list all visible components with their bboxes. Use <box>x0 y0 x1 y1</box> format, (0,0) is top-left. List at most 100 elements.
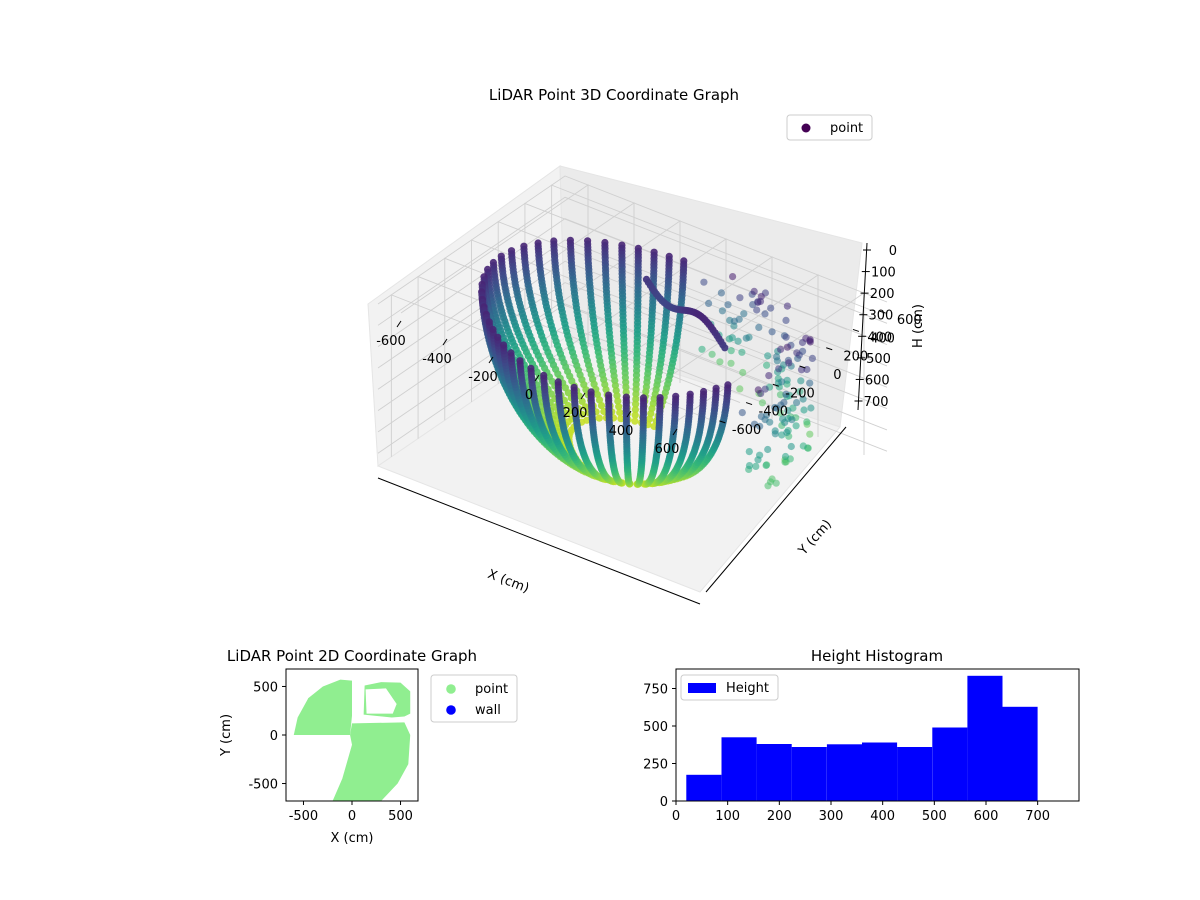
chart3d-point <box>806 430 814 438</box>
chart3d-point <box>776 391 785 399</box>
chart3d-point <box>758 399 767 407</box>
chart3d-point <box>705 299 713 307</box>
chart3d-point <box>761 385 769 393</box>
chart3d-point <box>807 404 815 412</box>
chart3d-z-tick-label-6: 600 <box>865 373 890 388</box>
chart3d-point <box>765 372 773 380</box>
chart3d-point <box>767 304 775 312</box>
chart2d-x-tick-label-2: 500 <box>388 809 413 824</box>
chart3d-point <box>570 383 578 391</box>
hist-x-tick-label-5: 500 <box>922 809 947 824</box>
chart3d-x-tick-mark-3 <box>534 374 540 382</box>
chart2d-title: LiDAR Point 2D Coordinate Graph <box>227 647 477 665</box>
chart3d-z-tick-label-1: 100 <box>871 266 896 281</box>
chart3d-point <box>578 397 586 405</box>
chart3d-legend: point <box>786 114 873 141</box>
chart3d-z-axis-line <box>857 242 868 411</box>
chart3d-point <box>757 412 766 421</box>
chart3d-point <box>615 403 623 411</box>
chart3d-point-cloud <box>478 236 817 490</box>
chart3d-point <box>595 414 603 422</box>
chart3d-z-label: H (cm) <box>911 304 926 348</box>
chart-3d: LiDAR Point 3D Coordinate Graph -600 -400… <box>367 86 926 605</box>
hist-legend-frame <box>680 674 779 701</box>
chart3d-z-tick-label-7: 700 <box>864 395 889 410</box>
chart3d-legend-frame <box>786 114 873 141</box>
chart3d-point <box>597 402 606 410</box>
chart2d-legend-marker-point <box>446 684 456 694</box>
chart3d-z-ticks: 0 100 200 300 400 500 600 700 <box>854 244 897 410</box>
chart3d-gridlines <box>377 175 888 457</box>
chart3d-point <box>745 462 754 470</box>
chart3d-point <box>647 410 655 418</box>
chart3d-point <box>771 430 779 438</box>
chart3d-point <box>788 416 796 424</box>
chart3d-point <box>787 442 795 451</box>
chart3d-point <box>793 399 801 407</box>
hist-x-tick-label-4: 400 <box>870 809 895 824</box>
chart3d-point <box>728 334 736 342</box>
chart3d-point <box>718 307 727 315</box>
chart2d-x-ticks: -500 0 500 <box>289 801 413 824</box>
chart3d-point <box>806 379 814 387</box>
hist-bar-7 <box>932 727 968 801</box>
chart3d-y-axis-line <box>705 426 847 593</box>
hist-y-tick-label-1: 250 <box>643 758 668 773</box>
chart3d-point <box>755 323 763 331</box>
chart3d-x-tick-label-0: -600 <box>376 334 406 349</box>
hist-x-tick-label-7: 700 <box>1025 809 1050 824</box>
chart2d-legend-marker-wall <box>446 705 456 715</box>
chart3d-point <box>738 348 746 356</box>
chart3d-point <box>595 396 604 404</box>
chart3d-point <box>712 384 720 392</box>
chart3d-point <box>803 418 811 426</box>
chart3d-point <box>700 387 708 396</box>
hist-legend: Height <box>680 674 779 701</box>
chart2d-plot-area <box>293 679 411 801</box>
hist-x-tick-label-3: 300 <box>819 809 844 824</box>
chart3d-x-tick-mark-5 <box>626 410 632 418</box>
chart3d-z-tick-label-0: 0 <box>889 244 897 259</box>
chart3d-point <box>753 306 761 314</box>
chart3d-z-tick-label-2: 200 <box>870 287 895 302</box>
chart3d-x-tick-label-5: 400 <box>609 424 634 439</box>
chart3d-point <box>645 415 654 423</box>
chart3d-z-tick-label-5: 500 <box>866 352 891 367</box>
chart3d-point <box>782 333 790 341</box>
chart3d-point <box>639 394 648 402</box>
chart3d-point <box>632 395 640 403</box>
hist-x-ticks: 0 100 200 300 400 500 600 700 <box>672 801 1050 824</box>
chart3d-point <box>782 390 790 398</box>
chart2d-legend-label-point: point <box>475 682 508 697</box>
chart3d-x-tick-mark-6 <box>672 428 678 436</box>
chart3d-grid-z-2 <box>377 218 888 348</box>
chart3d-x-tick-mark-1 <box>442 338 448 346</box>
chart2d-y-tick-label-2: 500 <box>253 680 278 695</box>
chart3d-grid-z-0 <box>377 175 888 305</box>
chart3d-x-axis-line <box>377 477 701 605</box>
chart2d-y-ticks: -500 0 500 <box>248 680 286 793</box>
chart3d-point <box>763 361 771 369</box>
chart3d-point <box>782 316 790 324</box>
chart3d-point <box>799 442 807 450</box>
chart3d-point <box>775 365 783 373</box>
chart3d-point <box>745 448 753 456</box>
chart3d-point <box>736 294 744 302</box>
hist-x-tick-label-0: 0 <box>672 809 680 824</box>
chart3d-y-tick-label-5: 400 <box>870 331 895 346</box>
chart3d-x-tick-label-3: 0 <box>525 388 533 403</box>
chart3d-point <box>762 461 770 469</box>
chart3d-point <box>527 364 535 372</box>
chart3d-y-tick-mark-6 <box>879 310 886 314</box>
chart3d-point <box>516 357 524 365</box>
hist-y-tick-label-2: 500 <box>643 720 668 735</box>
chart3d-point <box>781 418 789 426</box>
chart3d-point <box>797 377 805 385</box>
chart2d-y-label: Y (cm) <box>219 714 234 757</box>
chart3d-x-tick-mark-0 <box>396 320 402 328</box>
chart3d-point <box>764 352 772 360</box>
chart3d-y-tick-label-3: 0 <box>833 368 841 383</box>
chart-2d: LiDAR Point 2D Coordinate Graph -500 0 500… <box>219 647 518 846</box>
chart2d-x-label: X (cm) <box>331 831 374 846</box>
chart3d-point <box>721 344 729 352</box>
